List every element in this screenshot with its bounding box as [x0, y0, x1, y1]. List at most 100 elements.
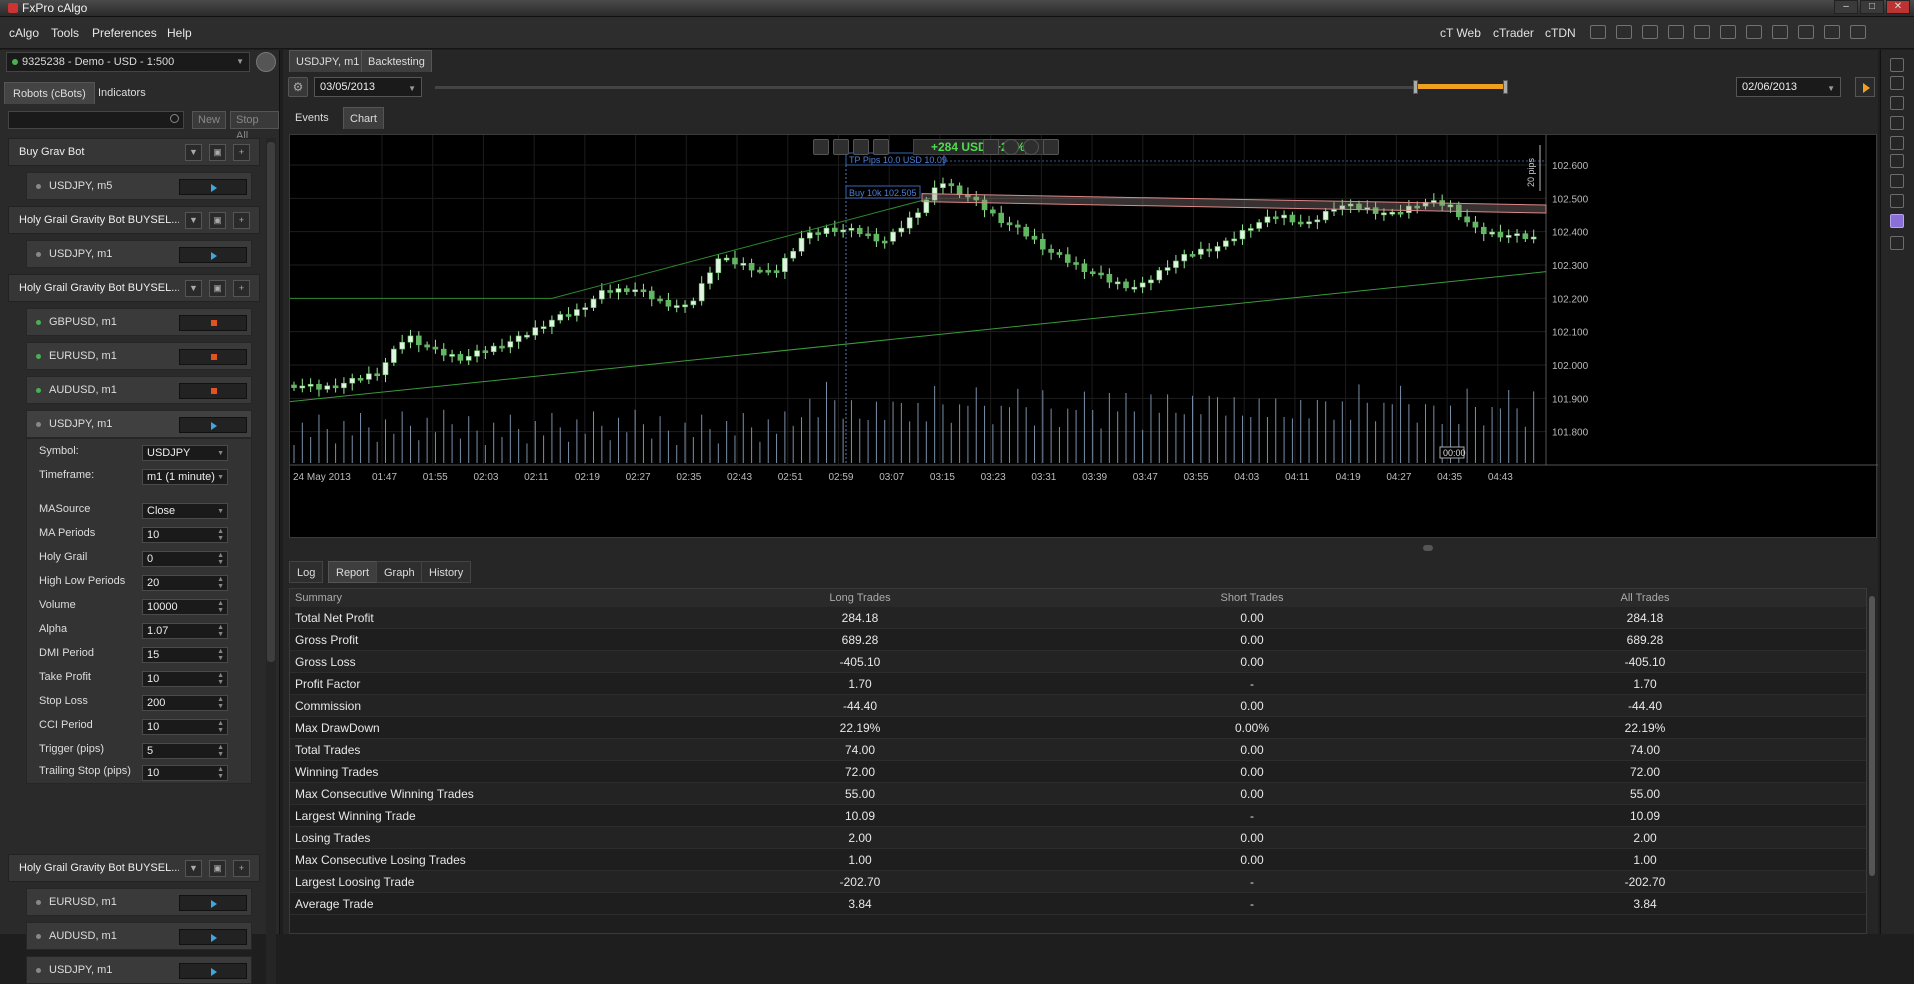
instance-item[interactable]: GBPUSD, m1 [26, 308, 252, 336]
user-icon[interactable] [256, 52, 276, 72]
gear-icon[interactable]: ⚙ [288, 77, 308, 97]
trend-icon[interactable] [1890, 116, 1904, 130]
zoom-icon[interactable] [813, 139, 829, 155]
tab-robots[interactable]: Robots (cBots) [4, 82, 95, 104]
sentiment-icon[interactable] [1694, 25, 1710, 39]
new-button[interactable]: New [192, 111, 227, 129]
maximize-button[interactable]: □ [1860, 0, 1884, 14]
eraser-icon[interactable] [1890, 236, 1904, 250]
stack-icon[interactable]: ▣ [209, 280, 226, 297]
ma-periods-input[interactable]: 10 ▲ ▼ [142, 527, 228, 543]
tab-log[interactable]: Log [289, 561, 324, 583]
menu-help[interactable]: Help [167, 26, 192, 40]
share-icon[interactable] [1023, 139, 1039, 155]
tab-backtesting[interactable]: Backtesting [361, 50, 432, 72]
text-icon[interactable] [1890, 194, 1904, 208]
menu-preferences[interactable]: Preferences [92, 26, 157, 40]
add-icon[interactable]: + [233, 280, 250, 297]
masource-select[interactable]: Close ▼ [142, 503, 228, 519]
trailing-stop-input[interactable]: 10 ▲ ▼ [142, 765, 228, 781]
start-backtest-button[interactable] [1855, 77, 1875, 97]
bot-header[interactable]: Holy Grail Gravity Bot BUYSEL... ▼ ▣ + [8, 854, 260, 882]
fibonacci-icon[interactable] [1890, 136, 1904, 150]
add-icon[interactable]: + [233, 212, 250, 229]
tab-report[interactable]: Report [328, 561, 378, 583]
holy-grail-input[interactable]: 0 ▲ ▼ [142, 551, 228, 567]
alpha-input[interactable]: 1.07 ▲ ▼ [142, 623, 228, 639]
start-button[interactable] [179, 179, 247, 195]
ctdn-link[interactable]: cTDN [1545, 26, 1576, 40]
stack-icon[interactable]: ▣ [209, 212, 226, 229]
chart-canvas[interactable]: 102.600 102.500 102.400 102.300 102.200 102.1… [290, 135, 1878, 539]
chart-hscrollbar[interactable] [290, 543, 1880, 553]
timeframe-select[interactable]: m1 (1 minute) ▼ [142, 469, 228, 485]
stack-icon[interactable]: ▣ [209, 860, 226, 877]
high-low-periods-input[interactable]: 20 ▲ ▼ [142, 575, 228, 591]
color-icon[interactable] [1890, 214, 1904, 228]
channel-icon[interactable] [1890, 154, 1904, 168]
menu-calgo[interactable]: cAlgo [9, 26, 40, 40]
tab-indicators[interactable]: Indicators [98, 87, 146, 99]
tab-events[interactable]: Events [295, 112, 329, 124]
hand-icon[interactable] [1720, 25, 1736, 39]
minimize-button[interactable]: – [1834, 0, 1858, 14]
start-button[interactable] [179, 963, 247, 979]
language-icon[interactable] [1798, 25, 1814, 39]
rectangle-icon[interactable] [1890, 174, 1904, 188]
instance-item[interactable]: EURUSD, m1 [26, 342, 252, 370]
ctrader-link[interactable]: cTrader [1493, 26, 1534, 40]
tab-chart[interactable]: Chart [343, 107, 384, 129]
stop-button[interactable] [179, 383, 247, 399]
price-chart[interactable]: 102.600 102.500 102.400 102.300 102.200 102.1… [289, 134, 1878, 551]
calendar-icon[interactable] [1746, 25, 1762, 39]
video-icon[interactable] [1616, 25, 1632, 39]
zoom-fit-icon[interactable] [833, 139, 849, 155]
stop-all-button[interactable]: Stop All [230, 111, 279, 142]
add-icon[interactable]: + [233, 144, 250, 161]
date-from-select[interactable]: 03/05/2013 ▼ [314, 77, 422, 97]
chart-type-icon[interactable] [853, 139, 869, 155]
stop-button[interactable] [179, 315, 247, 331]
symbol-select[interactable]: USDJPY ▼ [142, 445, 228, 461]
range-track[interactable] [435, 86, 1505, 89]
chevron-down-icon[interactable]: ▼ [185, 212, 202, 229]
tab-history[interactable]: History [421, 561, 472, 583]
bot-header[interactable]: Holy Grail Gravity Bot BUYSEL... ▼ ▣ + [8, 274, 260, 302]
instance-item[interactable]: USDJPY, m1 [26, 956, 252, 984]
chevron-down-icon[interactable]: ▼ [185, 860, 202, 877]
crosshair-icon[interactable] [1890, 76, 1904, 90]
layout-icon[interactable] [1824, 25, 1840, 39]
cursor-icon[interactable] [1890, 58, 1904, 72]
chevron-down-icon[interactable]: ▼ [185, 144, 202, 161]
instance-item[interactable]: EURUSD, m1 [26, 888, 252, 916]
range-start-handle[interactable] [1413, 80, 1418, 94]
stop-button[interactable] [179, 349, 247, 365]
indicators-icon[interactable] [873, 139, 889, 155]
tab-symbol[interactable]: USDJPY, m1 [289, 50, 367, 72]
menu-tools[interactable]: Tools [51, 26, 80, 40]
trigger-pips-input[interactable]: 5 ▲ ▼ [142, 743, 228, 759]
instance-item[interactable]: AUDUSD, m1 [26, 922, 252, 950]
close-button[interactable]: ✕ [1886, 0, 1910, 14]
report-scrollbar[interactable] [1868, 588, 1876, 934]
range-end-handle[interactable] [1503, 80, 1508, 94]
cci-period-input[interactable]: 10 ▲ ▼ [142, 719, 228, 735]
ctweb-link[interactable]: cT Web [1440, 26, 1481, 40]
facebook-icon[interactable] [1003, 139, 1019, 155]
bot-header[interactable]: Buy Grav Bot ▼ ▣ + [8, 138, 260, 166]
left-scrollbar[interactable] [266, 138, 276, 984]
instance-item[interactable]: AUDUSD, m1 [26, 376, 252, 404]
search-input[interactable] [8, 111, 184, 129]
add-icon[interactable]: + [233, 860, 250, 877]
start-button[interactable] [179, 417, 247, 433]
bot-header[interactable]: Holy Grail Gravity Bot BUYSEL... ▼ ▣ + [8, 206, 260, 234]
stack-icon[interactable]: ▣ [209, 144, 226, 161]
date-to-select[interactable]: 02/06/2013 ▼ [1736, 77, 1841, 97]
sound-icon[interactable] [1772, 25, 1788, 39]
journal-icon[interactable] [1590, 25, 1606, 39]
list-icon[interactable] [983, 139, 999, 155]
volume-input[interactable]: 10000 ▲ ▼ [142, 599, 228, 615]
account-selector[interactable]: 9325238 - Demo - USD - 1:500 ▼ [6, 52, 250, 72]
line-icon[interactable] [1890, 96, 1904, 110]
dmi-period-input[interactable]: 15 ▲ ▼ [142, 647, 228, 663]
